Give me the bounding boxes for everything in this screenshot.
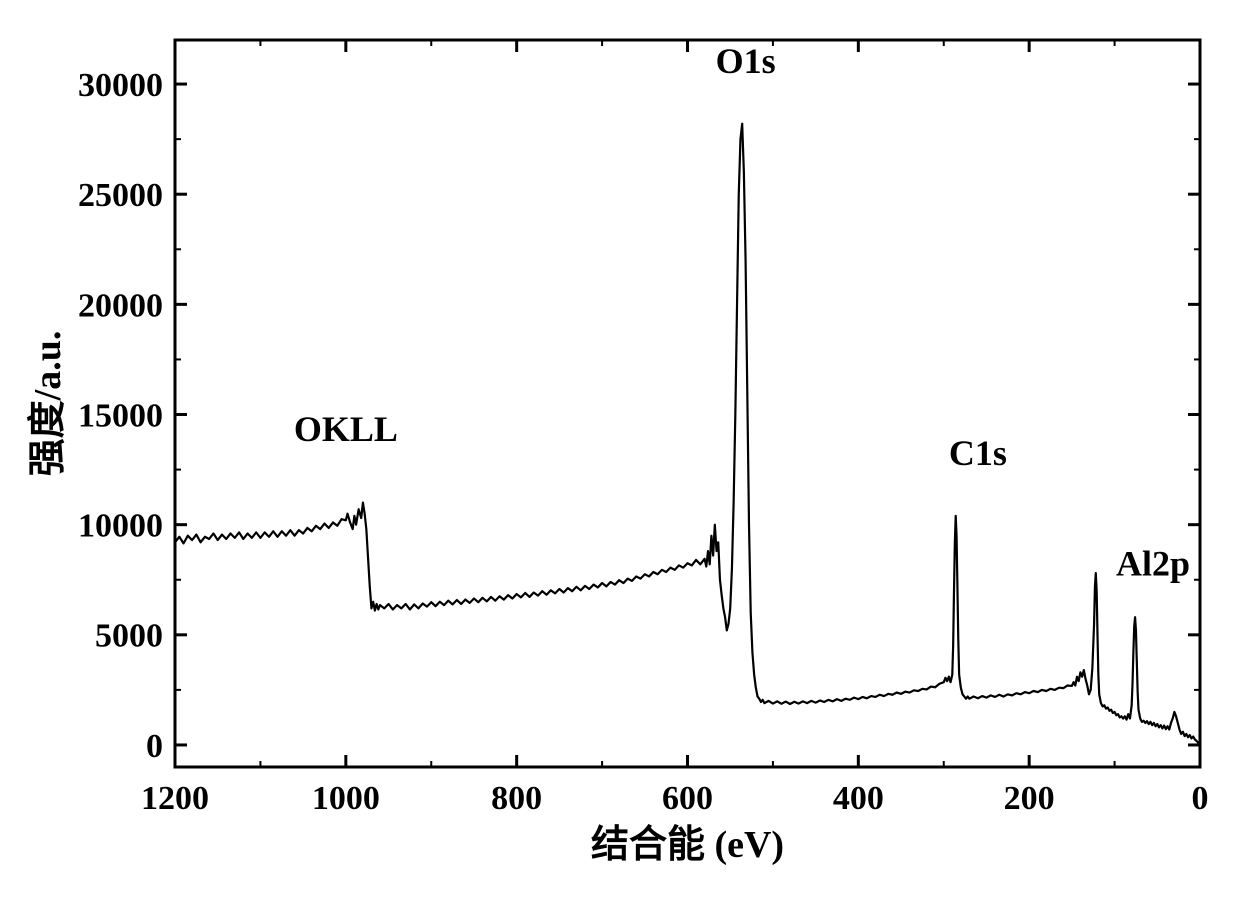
svg-text:200: 200: [1004, 780, 1055, 817]
peak-label-c1s: C1s: [949, 433, 1007, 473]
chart-svg: 1200100080060040020000500010000150002000…: [0, 0, 1240, 897]
peak-label-o1s: O1s: [716, 41, 776, 81]
svg-text:10000: 10000: [78, 508, 163, 545]
y-axis-title: 强度/a.u.: [27, 331, 69, 477]
x-axis-title: 结合能 (eV): [591, 824, 784, 866]
svg-text:20000: 20000: [78, 287, 163, 324]
svg-text:1000: 1000: [312, 780, 380, 817]
svg-text:30000: 30000: [78, 67, 163, 104]
svg-text:25000: 25000: [78, 177, 163, 214]
svg-text:5000: 5000: [95, 618, 163, 655]
svg-text:0: 0: [1192, 780, 1209, 817]
svg-text:600: 600: [662, 780, 713, 817]
peak-label-okll: OKLL: [294, 409, 398, 449]
xps-chart: 1200100080060040020000500010000150002000…: [0, 0, 1240, 897]
svg-text:0: 0: [146, 728, 163, 765]
svg-text:1200: 1200: [141, 780, 209, 817]
peak-label-al2p: Al2p: [1116, 543, 1190, 583]
svg-text:400: 400: [833, 780, 884, 817]
svg-text:800: 800: [491, 780, 542, 817]
svg-text:15000: 15000: [78, 397, 163, 434]
